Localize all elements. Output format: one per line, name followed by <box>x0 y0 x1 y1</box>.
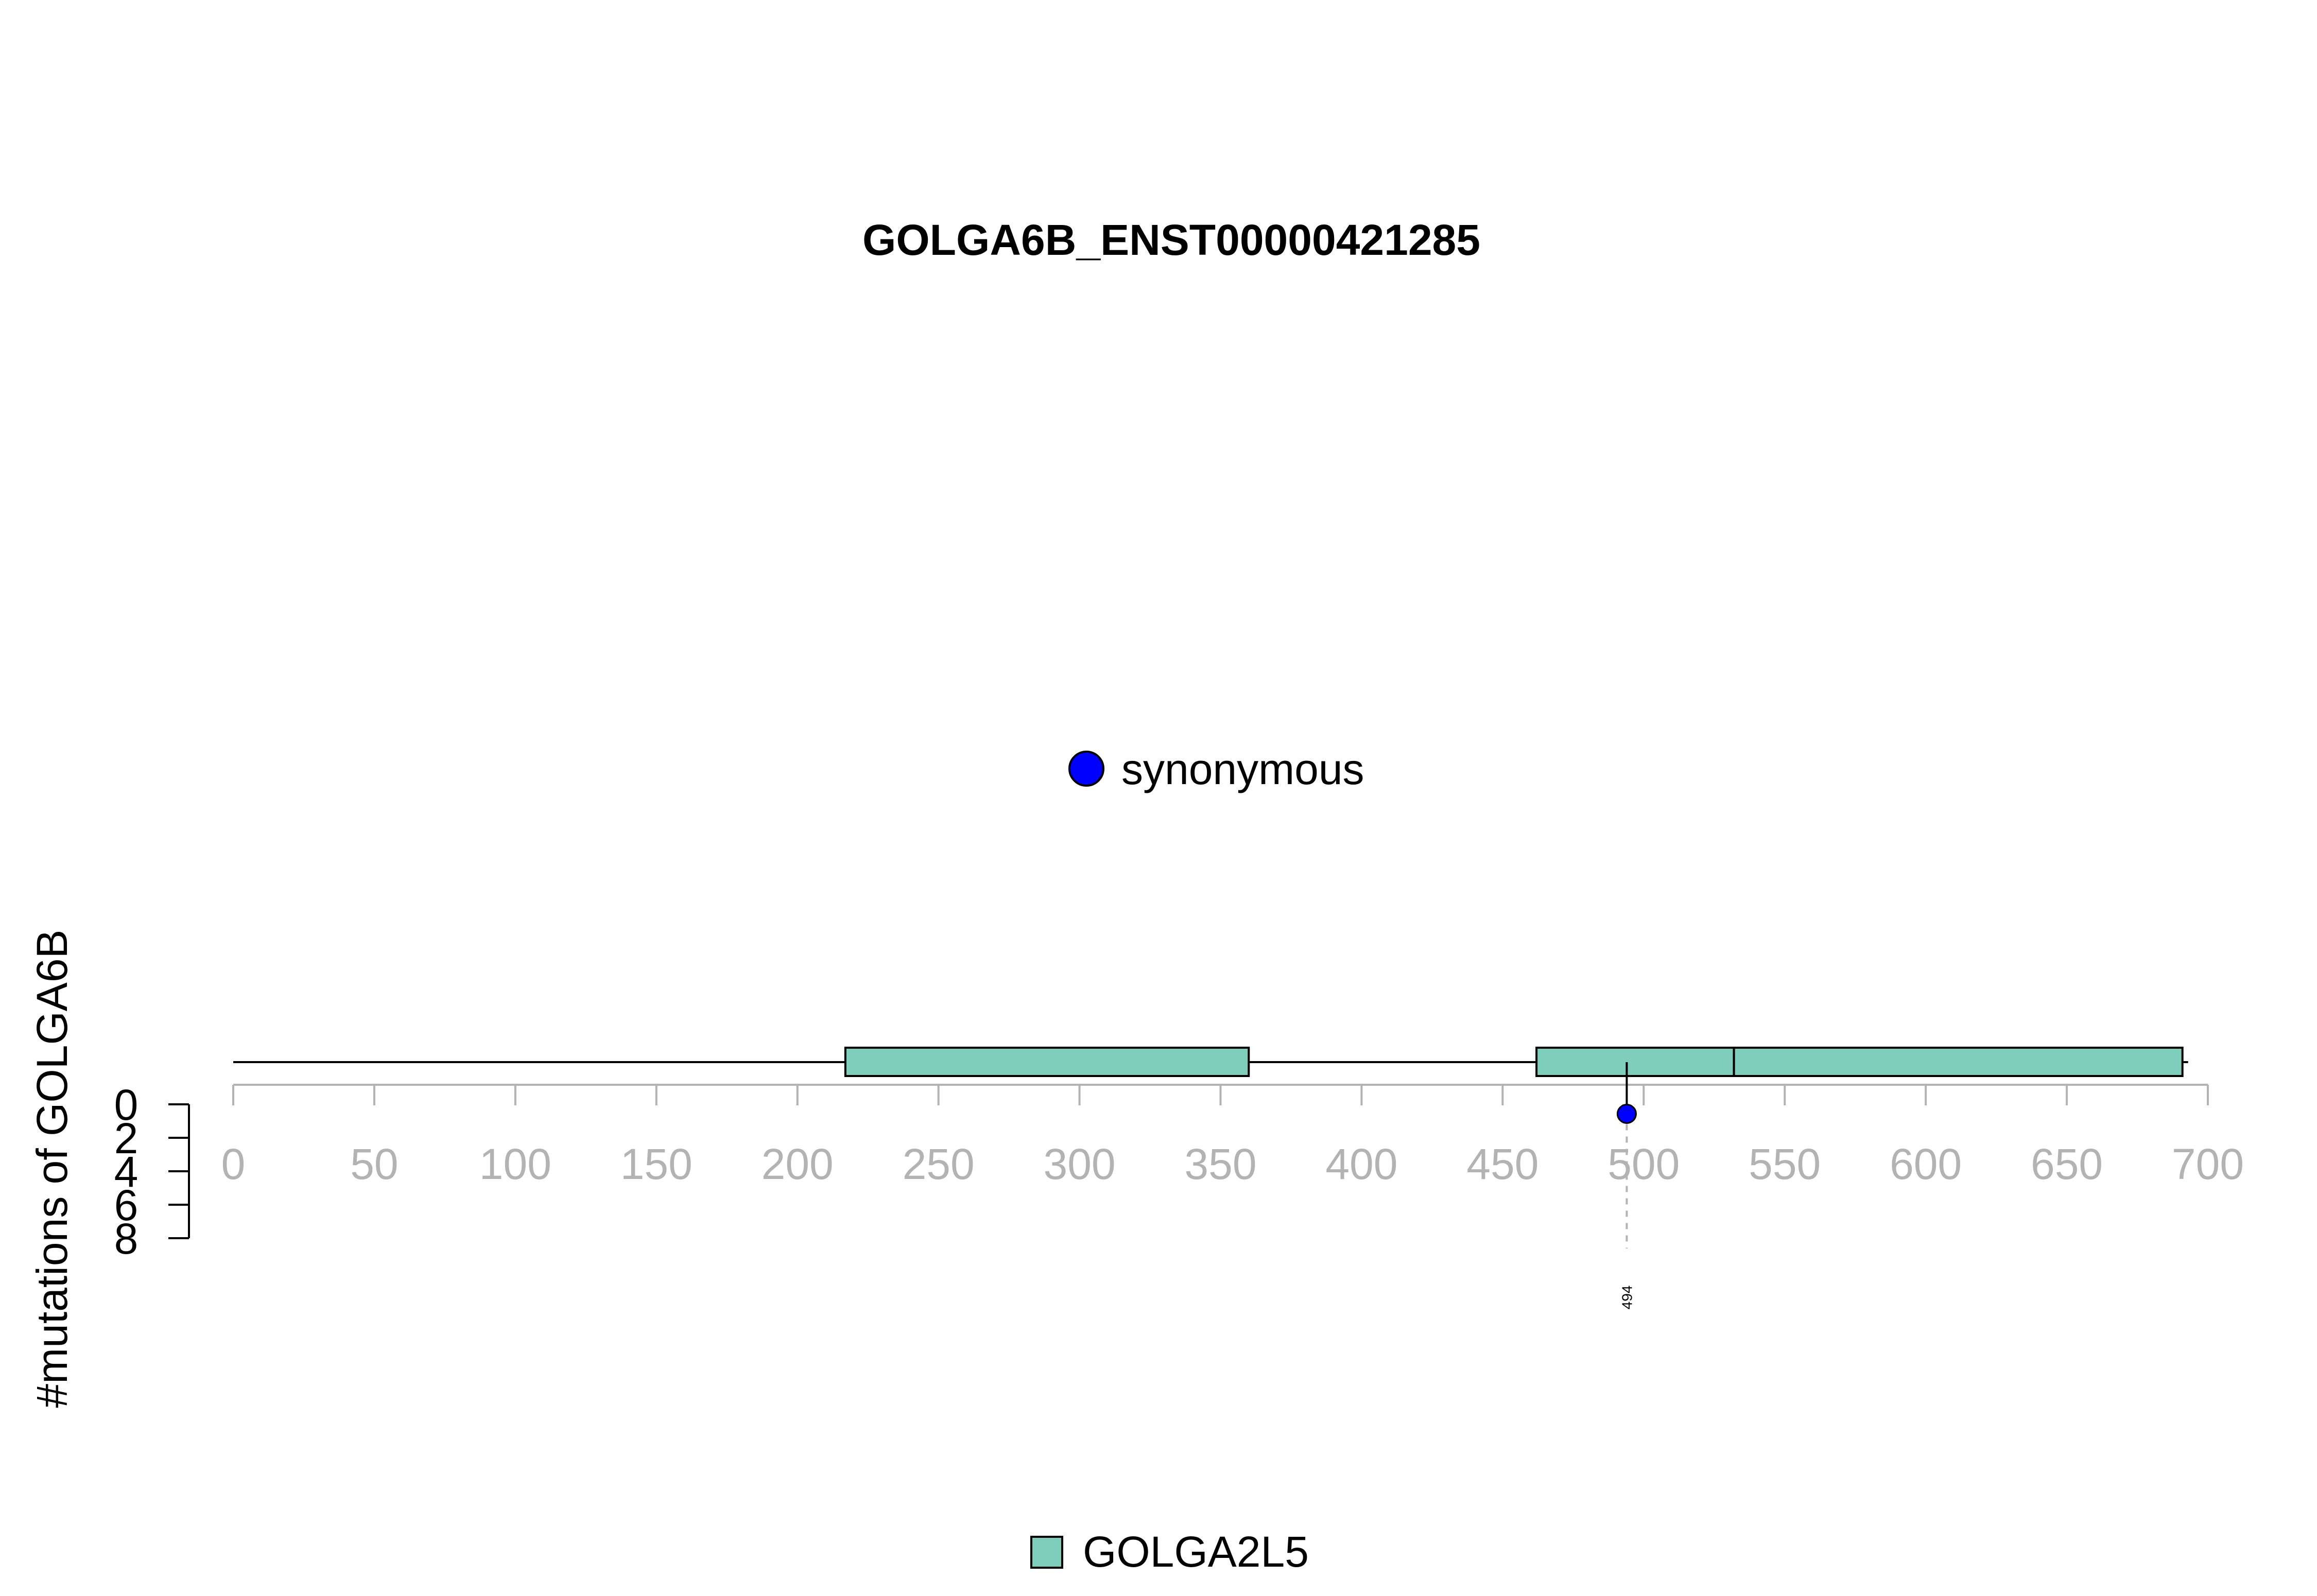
x-tick-label-50: 50 <box>350 1140 398 1188</box>
protein-track <box>233 1047 2188 1077</box>
x-tick-label-700: 700 <box>2172 1140 2244 1188</box>
x-tick-label-100: 100 <box>479 1140 551 1188</box>
x-tick-label-150: 150 <box>620 1140 693 1188</box>
y-tick-label-2: 2 <box>114 1114 139 1163</box>
x-tick-label-200: 200 <box>762 1140 834 1188</box>
chart-title: GOLGA6B_ENST00000421285 <box>862 216 1480 264</box>
x-tick-label-600: 600 <box>1890 1140 1962 1188</box>
x-tick-label-400: 400 <box>1325 1140 1397 1188</box>
y-tick-label-8: 8 <box>114 1215 139 1263</box>
y-axis-label: #mutations of GOLGA6B <box>28 929 76 1408</box>
x-tick-label-350: 350 <box>1184 1140 1256 1188</box>
domain-2 <box>1535 1047 1735 1077</box>
legend-marker-synonymous <box>1068 751 1104 787</box>
domain-legend: GOLGA2L5 <box>1030 1528 1309 1576</box>
domain-1 <box>844 1047 1250 1077</box>
x-tick-label-0: 0 <box>221 1140 246 1188</box>
mutations-layer: 494 <box>1616 1062 1637 1310</box>
x-tick-label-250: 250 <box>903 1140 975 1188</box>
y-tick-label-0: 0 <box>114 1081 139 1129</box>
x-tick-label-500: 500 <box>1607 1140 1680 1188</box>
y-tick-label-4: 4 <box>114 1148 139 1196</box>
mutation-label-1: 494 <box>1619 1286 1635 1310</box>
domain-3 <box>1733 1047 2184 1077</box>
x-tick-label-550: 550 <box>1749 1140 1821 1188</box>
x-axis: 0 50 100 150 200 250 300 350 400 450 500 550 600 650 7… <box>221 1084 2244 1188</box>
mutation-legend: synonymous <box>1068 745 1364 793</box>
legend-label-GOLGA2L5: GOLGA2L5 <box>1083 1528 1309 1576</box>
x-tick-label-300: 300 <box>1043 1140 1115 1188</box>
legend-swatch-GOLGA2L5 <box>1030 1536 1063 1569</box>
y-tick-label-6: 6 <box>114 1181 139 1229</box>
x-tick-label-650: 650 <box>2031 1140 2103 1188</box>
mutation-point-1 <box>1616 1104 1637 1124</box>
x-tick-label-450: 450 <box>1466 1140 1538 1188</box>
legend-label-synonymous: synonymous <box>1121 745 1364 793</box>
